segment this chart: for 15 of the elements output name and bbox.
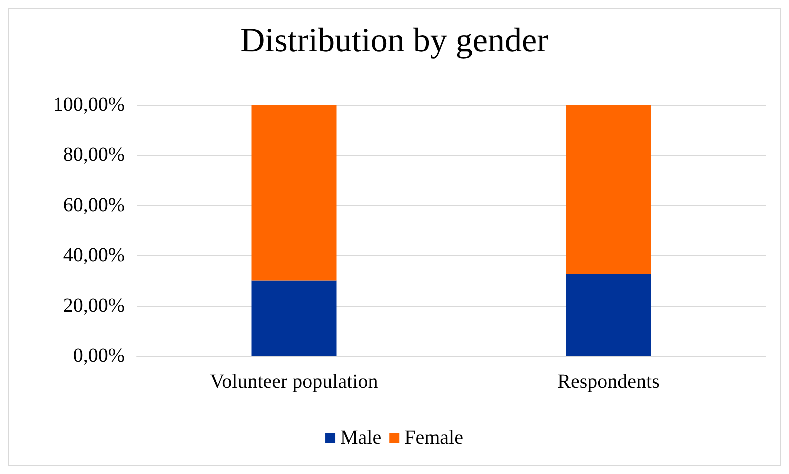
bar	[566, 105, 652, 274]
y-tick-label: 20,00%	[63, 294, 125, 317]
y-tick-label: 60,00%	[63, 194, 125, 216]
bar	[252, 105, 337, 281]
x-tick-label: Respondents	[558, 371, 660, 393]
bar	[252, 280, 337, 356]
x-tick-label: Volunteer population	[210, 371, 378, 393]
y-tick-label: 40,00%	[63, 244, 125, 267]
y-tick-label: 80,00%	[63, 144, 125, 166]
y-tick-label: 0,00%	[73, 345, 125, 367]
legend-label: Male	[340, 427, 382, 449]
bar	[566, 274, 652, 356]
chart-title: Distribution by gender	[240, 22, 550, 60]
y-tick-label: 100,00%	[53, 94, 125, 116]
legend-label: Female	[404, 427, 464, 449]
